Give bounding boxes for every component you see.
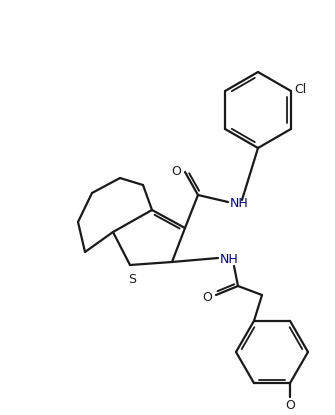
Text: NH: NH [230, 196, 249, 210]
Text: O: O [171, 164, 181, 178]
Text: O: O [202, 290, 212, 303]
Text: NH: NH [220, 252, 239, 266]
Text: S: S [128, 273, 136, 286]
Text: O: O [285, 399, 295, 412]
Text: Cl: Cl [294, 83, 306, 95]
